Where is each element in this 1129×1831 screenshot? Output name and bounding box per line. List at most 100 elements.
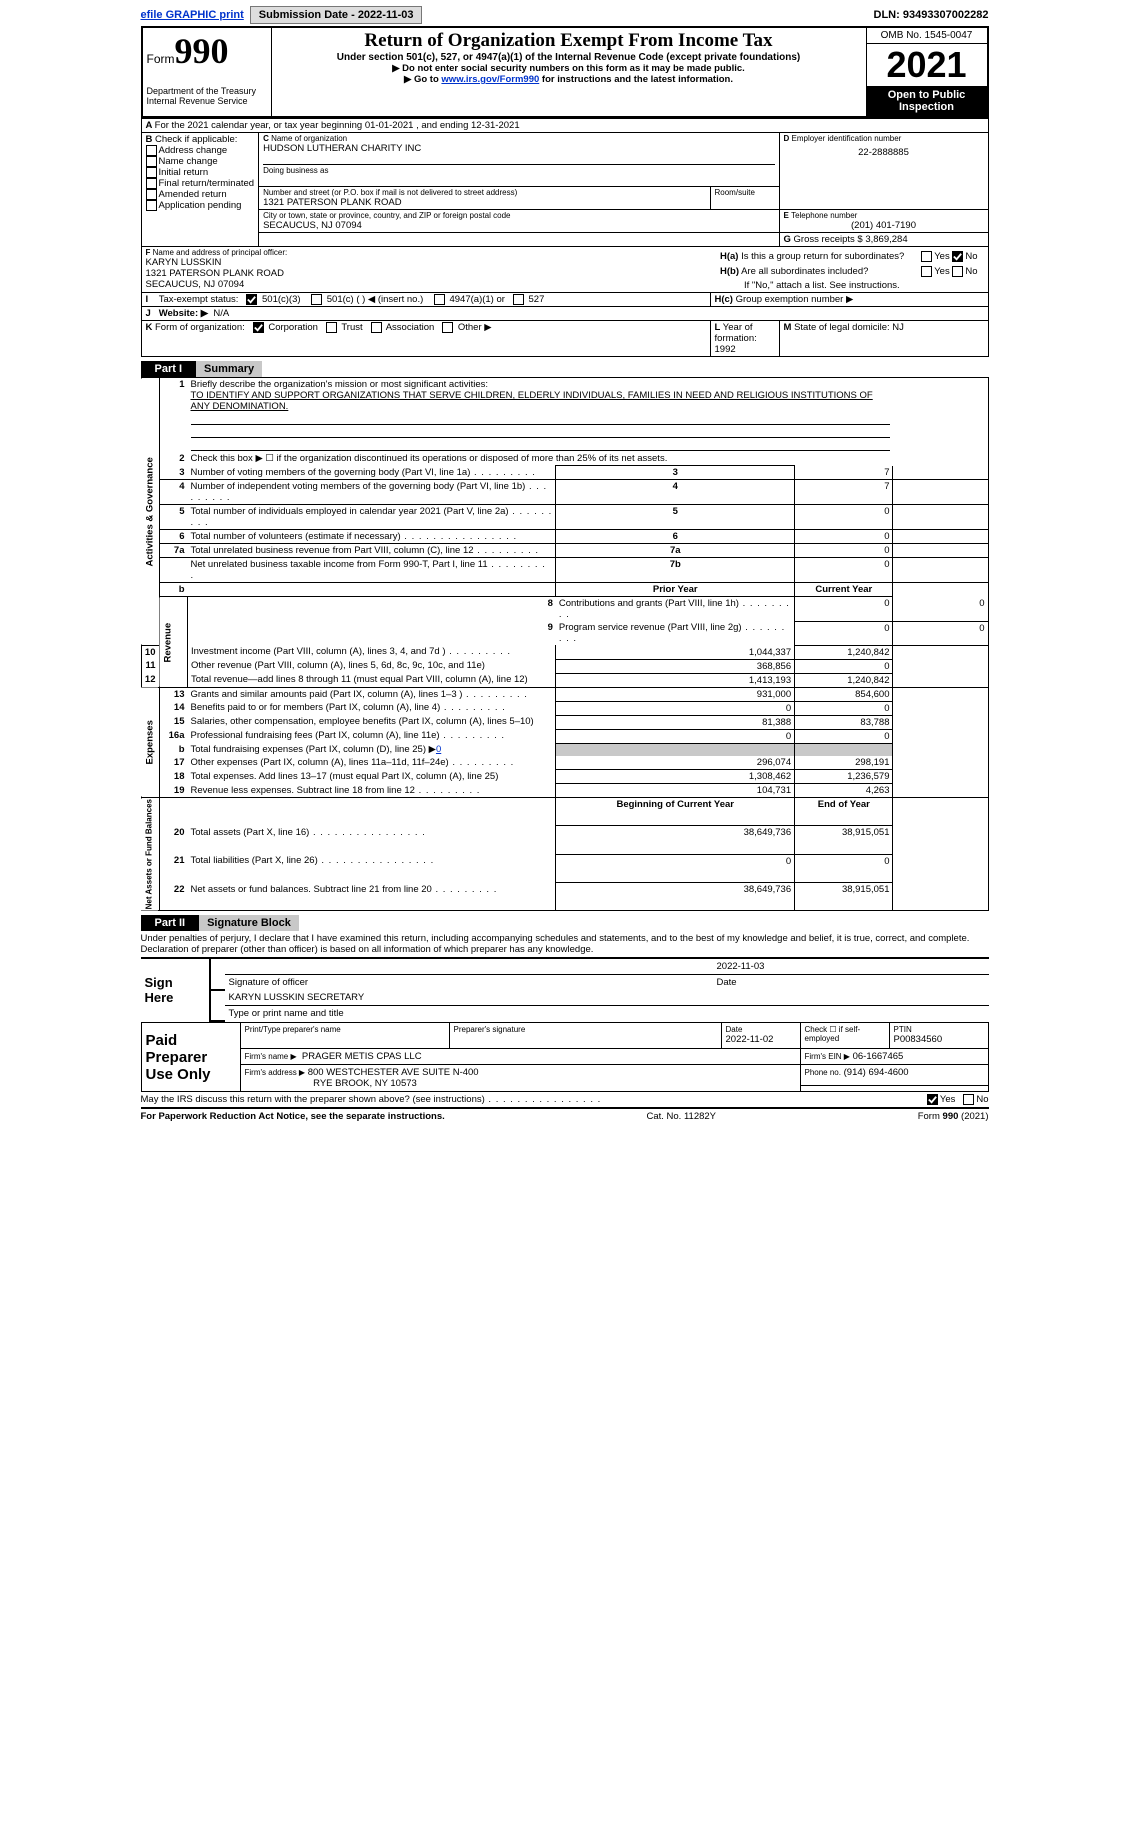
- v4: 7: [795, 480, 893, 505]
- c14: 0: [795, 701, 893, 715]
- phone-value: (201) 401-7190: [784, 220, 984, 231]
- part1-tab: Part I: [141, 361, 197, 377]
- part2-tab: Part II: [141, 915, 200, 931]
- tax-status-label: Tax-exempt status:: [159, 294, 239, 305]
- irs-link[interactable]: www.irs.gov/Form990: [441, 74, 539, 85]
- omb-number: OMB No. 1545-0047: [867, 28, 987, 44]
- chk-501c[interactable]: [311, 294, 322, 305]
- l17: Other expenses (Part IX, column (A), lin…: [191, 757, 515, 768]
- h-note: If "No," attach a list. See instructions…: [714, 280, 984, 291]
- chk-527[interactable]: [513, 294, 524, 305]
- l20: Total assets (Part X, line 16): [191, 827, 426, 838]
- p10: 1,044,337: [556, 645, 795, 659]
- hdr-prior: Prior Year: [556, 583, 795, 597]
- ein-value: 22-2888885: [784, 143, 984, 162]
- part2-title: Signature Block: [199, 915, 299, 931]
- chk-501c3[interactable]: [246, 294, 257, 305]
- l2-label: Check this box ▶ ☐ if the organization d…: [188, 452, 893, 466]
- p16a: 0: [556, 729, 795, 743]
- p22: 38,649,736: [556, 883, 795, 911]
- hdr-bcy: Beginning of Current Year: [556, 798, 795, 826]
- org-info-block: A For the 2021 calendar year, or tax yea…: [141, 118, 989, 357]
- chk-amended[interactable]: [146, 189, 157, 200]
- dept-label: Department of the Treasury Internal Reve…: [147, 86, 267, 106]
- p19: 104,731: [556, 784, 795, 798]
- chk-final-return[interactable]: [146, 178, 157, 189]
- instr-ssn: Do not enter social security numbers on …: [402, 63, 745, 74]
- side-netassets: Net Assets or Fund Balances: [141, 798, 159, 911]
- chk-address-change[interactable]: [146, 145, 157, 156]
- addr-value: 1321 PATERSON PLANK ROAD: [263, 197, 705, 208]
- pt-name-lbl: Print/Type preparer's name: [245, 1025, 445, 1034]
- chk-trust[interactable]: [326, 322, 337, 333]
- declaration: Under penalties of perjury, I declare th…: [141, 931, 989, 957]
- instr-goto-pre: Go to: [414, 74, 441, 85]
- p13: 931,000: [556, 687, 795, 701]
- side-activities: Activities & Governance: [141, 378, 159, 646]
- chk-name-change[interactable]: [146, 156, 157, 167]
- c15: 83,788: [795, 715, 893, 729]
- hb-label: Are all subordinates included?: [741, 266, 868, 277]
- form-title: Return of Organization Exempt From Incom…: [276, 30, 862, 52]
- submission-date-btn[interactable]: Submission Date - 2022-11-03: [250, 6, 423, 24]
- v7b: 0: [795, 558, 893, 583]
- chk-discuss-no[interactable]: [963, 1094, 974, 1105]
- v7a: 0: [795, 544, 893, 558]
- p17: 296,074: [556, 756, 795, 770]
- chk-corp[interactable]: [253, 322, 264, 333]
- l7a: Total unrelated business revenue from Pa…: [191, 545, 540, 556]
- chk-other[interactable]: [442, 322, 453, 333]
- firm-addr-lbl: Firm's address ▶: [245, 1068, 306, 1077]
- l14: Benefits paid to or for members (Part IX…: [191, 702, 506, 713]
- c16a: 0: [795, 729, 893, 743]
- chk-assoc[interactable]: [371, 322, 382, 333]
- firm-ein-lbl: Firm's EIN ▶: [805, 1052, 850, 1061]
- discuss-label: May the IRS discuss this return with the…: [141, 1094, 602, 1105]
- form-org-label: Form of organization:: [155, 322, 245, 333]
- efile-link[interactable]: efile GRAPHIC print: [141, 9, 244, 21]
- c9: 0: [893, 621, 988, 645]
- chk-4947[interactable]: [434, 294, 445, 305]
- v5: 0: [795, 505, 893, 530]
- v3: 7: [795, 466, 893, 480]
- year-formation: 1992: [715, 344, 736, 355]
- l16b-val[interactable]: 0: [436, 744, 441, 755]
- c18: 1,236,579: [795, 770, 893, 784]
- website-value: N/A: [213, 308, 229, 319]
- l18: Total expenses. Add lines 13–17 (must eq…: [191, 771, 499, 782]
- open-to-public: Open to Public Inspection: [867, 86, 987, 116]
- gross-value: 3,869,284: [865, 234, 907, 245]
- p9: 0: [795, 621, 893, 645]
- l15: Salaries, other compensation, employee b…: [191, 716, 534, 727]
- chk-app-pending[interactable]: [146, 200, 157, 211]
- form-number: 990: [175, 31, 229, 71]
- p20: 38,649,736: [556, 826, 795, 854]
- c17: 298,191: [795, 756, 893, 770]
- chk-ha-yes[interactable]: [921, 251, 932, 262]
- sign-here-label: Sign Here: [141, 958, 210, 1021]
- sig-date-lbl: Date: [713, 975, 989, 991]
- l22: Net assets or fund balances. Subtract li…: [191, 884, 498, 895]
- city-value: SECAUCUS, NJ 07094: [263, 220, 774, 231]
- officer-label: Name and address of principal officer:: [153, 248, 288, 257]
- paid-preparer-label: Paid Preparer Use Only: [141, 1023, 240, 1092]
- chk-discuss-yes[interactable]: [927, 1094, 938, 1105]
- chk-initial-return[interactable]: [146, 167, 157, 178]
- dba-label: Doing business as: [263, 164, 774, 175]
- chk-ha-no[interactable]: [952, 251, 963, 262]
- dln-label: DLN: 93493307002282: [874, 9, 989, 21]
- ein-label: Employer identification number: [792, 134, 902, 143]
- chk-hb-no[interactable]: [952, 266, 963, 277]
- firm-ein: 06-1667465: [853, 1051, 904, 1062]
- p15: 81,388: [556, 715, 795, 729]
- firm-phone-lbl: Phone no.: [805, 1068, 841, 1077]
- chk-hb-yes[interactable]: [921, 266, 932, 277]
- firm-phone: (914) 694-4600: [844, 1067, 909, 1078]
- side-revenue: Revenue: [159, 597, 188, 688]
- form-subtitle: Under section 501(c), 527, or 4947(a)(1)…: [276, 52, 862, 63]
- gross-label: Gross receipts $: [794, 234, 863, 245]
- l12: Total revenue—add lines 8 through 11 (mu…: [191, 674, 528, 685]
- city-label: City or town, state or province, country…: [263, 211, 774, 220]
- firm-name-lbl: Firm's name ▶: [245, 1052, 297, 1061]
- room-label: Room/suite: [715, 188, 775, 197]
